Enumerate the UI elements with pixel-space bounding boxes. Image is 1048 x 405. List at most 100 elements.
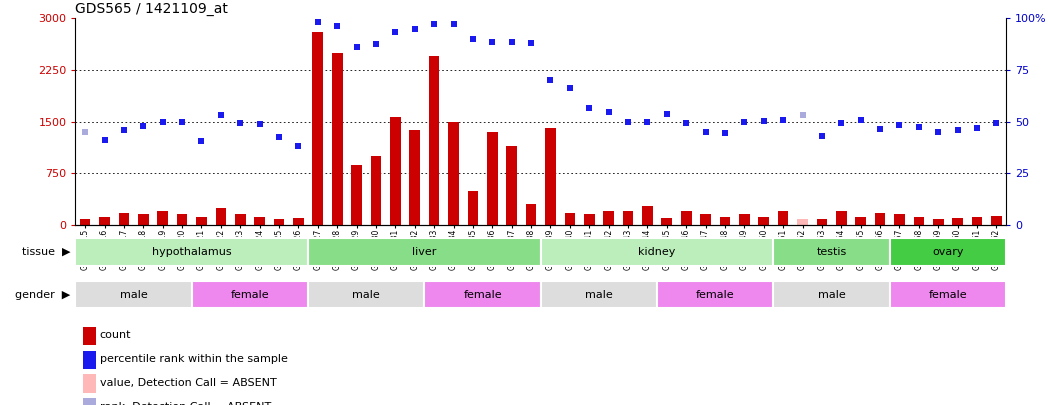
Bar (541, 239, 773, 266)
Text: male: male (585, 290, 613, 300)
Text: ovary: ovary (932, 247, 964, 257)
Bar (759, 217, 769, 225)
Bar (604, 211, 614, 225)
Bar (83, 327, 95, 345)
Point (562, 85, 578, 92)
Bar (894, 215, 904, 225)
Point (252, 120, 268, 127)
Bar (545, 128, 555, 225)
Bar (274, 219, 284, 225)
Text: count: count (100, 330, 131, 340)
Point (833, 119, 850, 126)
Bar (720, 217, 730, 225)
Bar (991, 216, 1002, 225)
Bar (196, 217, 206, 225)
Point (697, 129, 714, 135)
Point (949, 126, 966, 133)
Point (368, 41, 385, 48)
Text: female: female (696, 290, 735, 300)
Text: female: female (929, 290, 967, 300)
Bar (138, 215, 149, 225)
Bar (351, 165, 362, 225)
Point (639, 119, 656, 126)
Bar (914, 217, 924, 225)
Bar (83, 351, 95, 369)
Text: male: male (119, 290, 148, 300)
Bar (293, 218, 304, 225)
Point (348, 44, 365, 50)
Bar (83, 374, 95, 393)
Point (464, 36, 481, 42)
Bar (778, 211, 788, 225)
Text: hypothalamus: hypothalamus (152, 247, 232, 257)
Point (115, 126, 132, 133)
Point (658, 111, 675, 117)
Bar (661, 218, 672, 225)
Text: testis: testis (816, 247, 847, 257)
Bar (75, 281, 192, 308)
Point (232, 119, 248, 126)
Point (77, 129, 93, 135)
Text: percentile rank within the sample: percentile rank within the sample (100, 354, 287, 364)
Bar (157, 211, 168, 225)
Bar (773, 281, 890, 308)
Point (930, 129, 946, 135)
Point (756, 117, 772, 124)
Bar (584, 214, 594, 225)
Point (988, 119, 1005, 126)
Bar (953, 218, 963, 225)
Text: gender  ▶: gender ▶ (15, 290, 70, 300)
Point (425, 21, 442, 28)
Bar (657, 281, 773, 308)
Bar (308, 281, 424, 308)
Bar (700, 215, 711, 225)
Point (329, 23, 346, 29)
Bar (332, 53, 343, 225)
Text: male: male (817, 290, 846, 300)
Point (445, 21, 462, 28)
Point (601, 109, 617, 115)
Bar (192, 281, 308, 308)
Point (872, 126, 889, 132)
Bar (390, 117, 400, 225)
Point (774, 117, 791, 124)
Point (387, 29, 403, 35)
Point (794, 112, 811, 119)
Point (891, 122, 908, 128)
Bar (308, 239, 541, 266)
Bar (83, 398, 95, 405)
Point (678, 120, 695, 126)
Point (619, 118, 636, 125)
Bar (410, 130, 420, 225)
Bar (739, 215, 749, 225)
Text: female: female (463, 290, 502, 300)
Point (174, 118, 191, 125)
Bar (255, 217, 265, 225)
Point (309, 19, 326, 25)
Point (503, 39, 520, 46)
Bar (177, 214, 188, 225)
Bar (235, 214, 245, 225)
Point (523, 40, 540, 46)
Point (736, 119, 752, 126)
Point (717, 129, 734, 136)
Text: value, Detection Call = ABSENT: value, Detection Call = ABSENT (100, 378, 277, 388)
Bar (449, 122, 459, 225)
Point (154, 119, 171, 126)
Bar (933, 219, 943, 225)
Bar (875, 213, 886, 225)
Text: female: female (231, 290, 269, 300)
Bar (100, 217, 110, 225)
Bar (75, 239, 308, 266)
Point (135, 122, 152, 129)
Point (213, 112, 230, 119)
Point (484, 39, 501, 46)
Bar (798, 219, 808, 225)
Point (542, 77, 559, 83)
Point (911, 124, 927, 130)
Text: rank, Detection Call = ABSENT: rank, Detection Call = ABSENT (100, 402, 271, 405)
Text: male: male (352, 290, 380, 300)
Point (407, 26, 423, 32)
Text: liver: liver (412, 247, 437, 257)
Bar (623, 211, 633, 225)
